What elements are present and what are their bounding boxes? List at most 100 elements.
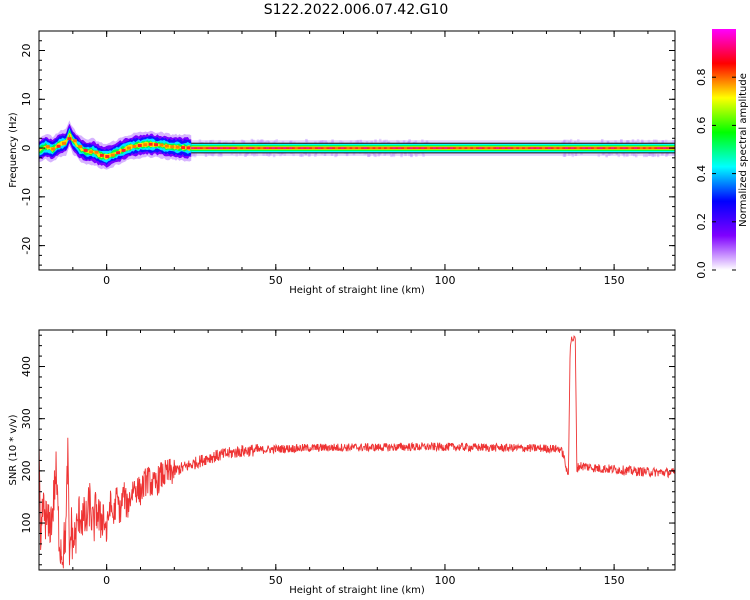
heatmap-core-mark: [588, 147, 592, 149]
colorbar-tick-label: 0.6: [695, 117, 708, 134]
x-tick-label: 50: [269, 274, 283, 287]
heatmap-speckle: [633, 153, 636, 157]
heatmap-speckle: [396, 139, 399, 143]
heatmap-speckle: [425, 140, 429, 144]
snr-x-label: Height of straight line (km): [289, 585, 425, 596]
heatmap-speckle: [218, 139, 221, 143]
heatmap-hotspot: [67, 137, 72, 141]
heatmap-speckle: [610, 152, 614, 156]
heatmap-speckle: [671, 152, 675, 156]
heatmap-core-mark: [242, 147, 246, 149]
heatmap-speckle: [265, 152, 268, 156]
heatmap-speckle: [563, 152, 567, 156]
heatmap-speckle: [331, 139, 334, 143]
heatmap-speckle: [321, 140, 325, 144]
spectrogram-x-axis: 0 50 100 150: [38, 31, 649, 287]
heatmap-core-mark: [415, 147, 419, 149]
heatmap-speckle: [397, 141, 401, 145]
heatmap-core-mark: [409, 147, 413, 149]
heatmap-speckle: [259, 140, 262, 144]
heatmap-core-mark: [455, 147, 459, 149]
heatmap-core-mark: [461, 147, 465, 149]
heatmap-core-mark: [634, 147, 638, 149]
heatmap-speckle: [324, 140, 327, 144]
heatmap-speckle: [656, 154, 660, 158]
heatmap-speckle: [373, 152, 376, 156]
heatmap-speckle: [408, 139, 411, 143]
heatmap-speckle: [368, 153, 372, 157]
heatmap-speckle: [255, 153, 259, 157]
heatmap-ridge-band: [39, 126, 192, 166]
heatmap-core-mark: [444, 147, 448, 149]
heatmap-speckle: [407, 141, 411, 145]
heatmap-speckle: [275, 139, 279, 143]
heatmap-core-mark: [386, 147, 390, 149]
heatmap-speckle: [373, 153, 376, 157]
heatmap-speckle: [374, 154, 378, 158]
heatmap-speckle: [615, 152, 619, 156]
heatmap-speckle: [607, 152, 611, 156]
x-tick-label: 150: [604, 274, 625, 287]
heatmap-speckle: [320, 140, 323, 144]
heatmap-core-mark: [496, 147, 500, 149]
heatmap-speckle: [207, 152, 211, 156]
heatmap-core-mark: [628, 147, 632, 149]
heatmap-speckle: [305, 138, 308, 142]
heatmap-speckle: [267, 153, 271, 157]
heatmap-speckle: [574, 153, 578, 157]
spectrogram-frame: [38, 30, 676, 271]
heatmap-hotspot: [110, 153, 115, 157]
heatmap-speckle: [289, 140, 293, 144]
heatmap-speckle: [573, 140, 577, 144]
colorbar: 0.0 0.2 0.4 0.6 0.8 Normalized spectral ampl…: [695, 29, 749, 279]
heatmap-speckle: [205, 140, 208, 144]
heatmap-speckle: [269, 152, 272, 156]
heatmap-speckle: [571, 154, 575, 158]
heatmap-core-mark: [392, 147, 396, 149]
heatmap-core-mark: [473, 147, 477, 149]
heatmap-speckle: [318, 140, 322, 144]
heatmap-speckle: [209, 140, 212, 144]
heatmap-speckle: [307, 153, 311, 157]
heatmap-core-mark: [639, 147, 643, 149]
heatmap-speckle: [652, 139, 656, 143]
heatmap-speckle: [352, 152, 356, 156]
heatmap-speckle: [647, 139, 651, 143]
heatmap-speckle: [643, 154, 646, 158]
heatmap-core-mark: [317, 147, 321, 149]
heatmap-core-mark: [340, 147, 344, 149]
heatmap-core-mark: [289, 147, 293, 149]
heatmap-hotspot: [99, 153, 104, 157]
heatmap-speckle: [661, 140, 665, 144]
heatmap-core-mark: [231, 147, 235, 149]
heatmap-core-mark: [254, 147, 258, 149]
heatmap-speckle: [331, 140, 334, 144]
snr-y-axis: 100 200 300 400: [20, 334, 675, 566]
heatmap-speckle: [365, 141, 369, 145]
snr-plot-area: [39, 330, 675, 570]
y-tick-label: 0: [20, 145, 33, 152]
heatmap-core-mark: [490, 147, 494, 149]
heatmap-speckle: [242, 140, 245, 144]
heatmap-core-mark: [404, 147, 408, 149]
heatmap-core-mark: [398, 147, 402, 149]
heatmap-speckle: [191, 154, 194, 158]
heatmap-speckle: [367, 154, 370, 158]
heatmap-speckle: [626, 153, 629, 157]
heatmap-core-mark: [346, 147, 350, 149]
heatmap-core-mark: [202, 147, 206, 149]
heatmap-speckle: [301, 153, 304, 157]
heatmap-core-mark: [335, 147, 339, 149]
heatmap-speckle: [356, 139, 360, 143]
heatmap-speckle: [198, 139, 202, 143]
heatmap-speckle: [600, 140, 604, 144]
colorbar-label: Normalized spectral amplitude: [738, 73, 749, 227]
heatmap-core-mark: [565, 147, 569, 149]
heatmap-hotspot: [154, 143, 159, 147]
heatmap-speckle: [563, 139, 567, 143]
heatmap-core-mark: [478, 147, 482, 149]
heatmap-speckle: [653, 153, 656, 157]
y-tick-label: 200: [20, 460, 33, 481]
spectrogram-panel: 0 50 100 150 -20 -10 0 10 20 Height of straight…: [8, 30, 676, 296]
x-tick-label: 100: [434, 274, 455, 287]
